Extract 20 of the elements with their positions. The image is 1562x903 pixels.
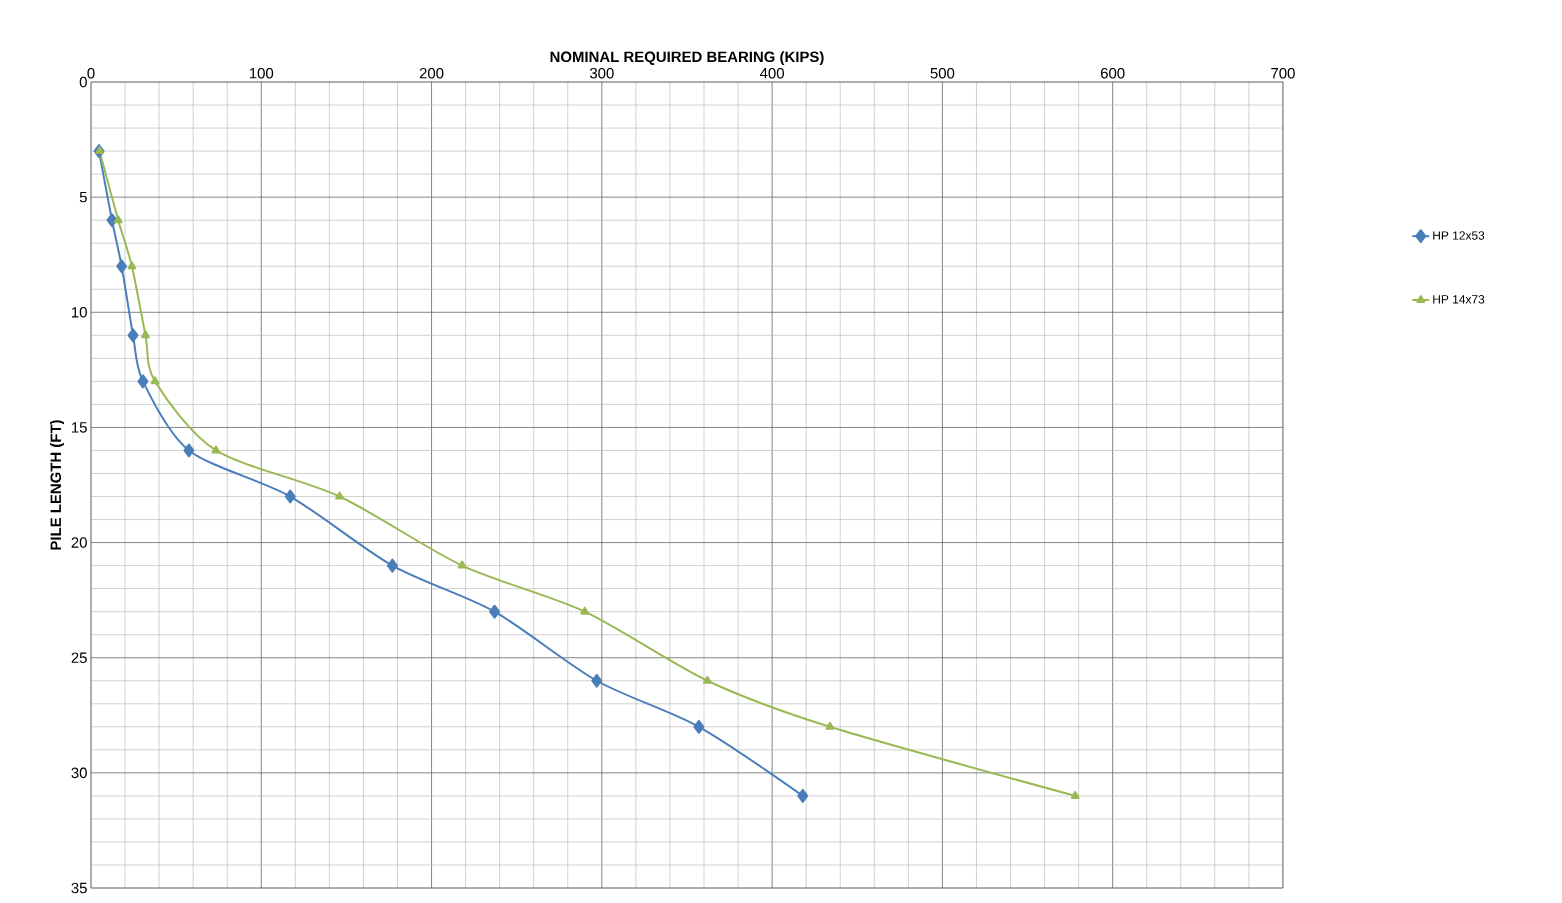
y-tick-label: 20 xyxy=(71,537,87,548)
y-tick-label: 5 xyxy=(79,191,87,203)
x-axis-title: NOMINAL REQUIRED BEARING (KIPS) xyxy=(550,51,824,66)
x-tick-label: 500 xyxy=(930,67,955,79)
y-tick-label: 10 xyxy=(72,307,87,318)
y-tick-label: 35 xyxy=(71,882,87,894)
x-tick-label: 700 xyxy=(1271,67,1295,79)
legend-label: HP 14x73 xyxy=(1433,295,1485,304)
y-tick-label: 15 xyxy=(72,422,87,433)
x-tick-label: 100 xyxy=(249,67,274,79)
x-tick-label: 600 xyxy=(1100,67,1125,79)
x-tick-label: 200 xyxy=(419,67,444,79)
y-tick-label: 0 xyxy=(79,76,87,88)
x-tick-label: 0 xyxy=(87,67,95,79)
x-tick-label: 300 xyxy=(589,67,614,79)
legend-label: HP 12x53 xyxy=(1433,231,1485,240)
y-tick-label: 25 xyxy=(71,652,87,664)
y-tick-label: 30 xyxy=(71,767,87,779)
x-tick-label: 400 xyxy=(759,67,784,79)
y-axis-title: PILE LENGTH (FT) xyxy=(50,420,65,550)
